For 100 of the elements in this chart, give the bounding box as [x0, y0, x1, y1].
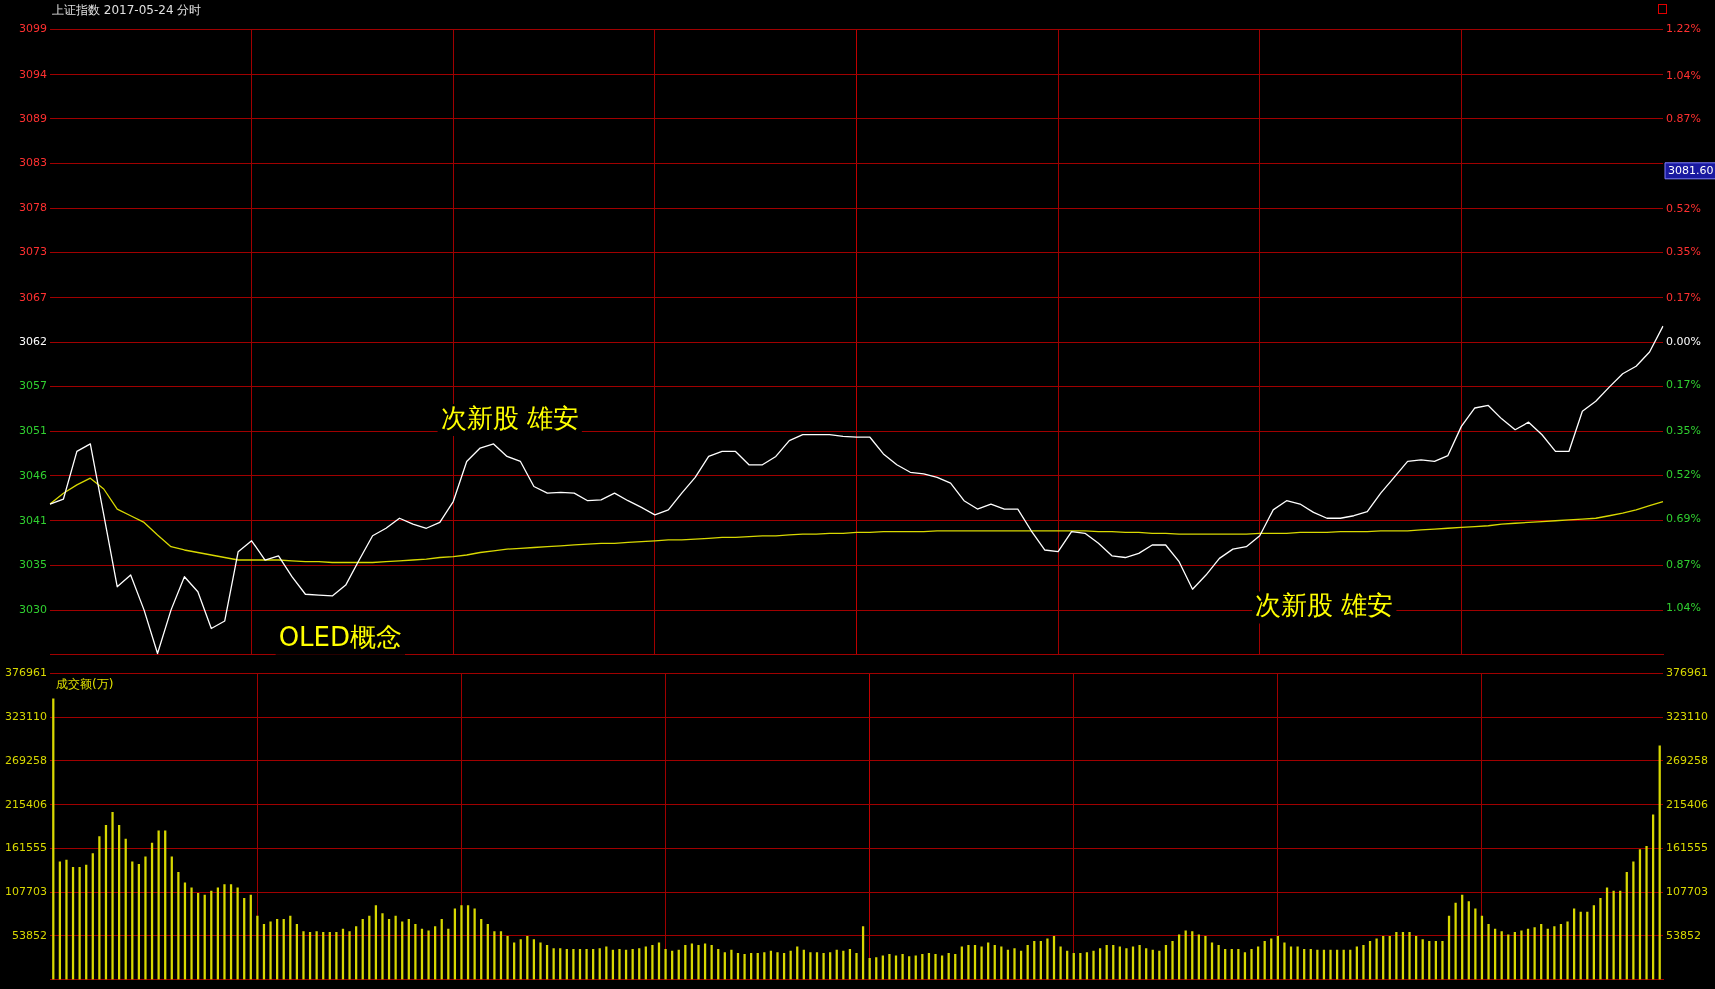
y2-tick-label: 53852 — [1666, 928, 1701, 942]
bar — [506, 936, 509, 980]
y2-tick-label: 323110 — [1666, 710, 1708, 724]
bar — [1217, 945, 1220, 980]
bar — [1046, 938, 1049, 980]
y-tick-label: 3035 — [19, 557, 47, 571]
bar — [1059, 946, 1062, 980]
y2-tick-label: 0.87% — [1666, 112, 1701, 126]
y2-tick-label: 0.52% — [1666, 201, 1701, 215]
y-tick-label: 3099 — [19, 22, 47, 36]
y2-tick-label: 376961 — [1666, 666, 1708, 680]
bar — [1632, 861, 1635, 980]
y-tick-label: 3051 — [19, 424, 47, 438]
y2-tick-label: 161555 — [1666, 841, 1708, 855]
bar — [934, 953, 937, 980]
bar — [190, 887, 193, 980]
bar — [1454, 902, 1457, 980]
bar — [223, 884, 226, 980]
bar — [776, 952, 779, 980]
y-tick-label: 161555 — [5, 841, 47, 855]
y2-tick-label: 0.52% — [1666, 468, 1701, 482]
bar — [967, 945, 970, 980]
bar — [730, 949, 733, 980]
y2-tick-label: 1.04% — [1666, 601, 1701, 615]
annotation: 次新股 雄安 — [1255, 590, 1394, 621]
annotation: OLED概念 — [278, 621, 403, 652]
bar — [1013, 948, 1016, 980]
y-tick-label: 3089 — [19, 111, 47, 125]
bar — [664, 949, 667, 980]
bar — [1520, 930, 1523, 980]
bar — [855, 953, 858, 980]
bar — [256, 915, 259, 980]
y-tick-label: 3078 — [19, 201, 47, 215]
bar — [460, 905, 463, 980]
bar — [269, 921, 272, 980]
bar — [111, 811, 114, 980]
y-tick-label: 215406 — [5, 797, 47, 811]
bar — [1250, 949, 1253, 980]
bar — [743, 953, 746, 980]
bar — [1362, 945, 1365, 980]
y-tick-label: 3067 — [19, 290, 47, 304]
y-tick-label: 323110 — [5, 710, 47, 724]
bar — [381, 913, 384, 980]
y2-tick-label: 107703 — [1666, 884, 1708, 898]
y-tick-label: 3041 — [19, 513, 47, 527]
bar — [1612, 890, 1615, 980]
y-tick-label: 107703 — [5, 884, 47, 898]
chart-title: 上证指数 2017-05-24 分时 — [52, 3, 202, 17]
bar — [1566, 921, 1569, 980]
bar — [427, 930, 430, 980]
y2-tick-label: 0.35% — [1666, 245, 1701, 259]
bar — [1138, 945, 1141, 980]
bar — [901, 953, 904, 980]
bar — [822, 953, 825, 980]
bar — [348, 931, 351, 980]
y-tick-label: 3057 — [19, 379, 47, 393]
y2-tick-label: 215406 — [1666, 797, 1708, 811]
bar — [539, 942, 542, 980]
bar — [1441, 940, 1444, 980]
text: 3081.60 — [1668, 163, 1714, 177]
bar — [1283, 942, 1286, 980]
bar — [1375, 938, 1378, 980]
bar — [809, 952, 812, 980]
y-tick-label: 3046 — [19, 468, 47, 482]
y-tick-label: 376961 — [5, 666, 47, 680]
chart-title: 成交额(万) — [56, 676, 114, 693]
y2-tick-label: 0.69% — [1666, 511, 1701, 525]
bar — [493, 931, 496, 980]
bar — [585, 949, 588, 980]
bar — [414, 923, 417, 980]
annotation: 次新股 雄安 — [440, 402, 579, 433]
y2-tick-label: 1.22% — [1666, 22, 1701, 36]
bar — [697, 945, 700, 980]
bar — [1171, 940, 1174, 980]
bar — [1599, 897, 1602, 980]
bar — [1533, 927, 1536, 980]
y-tick-label: 53852 — [12, 928, 47, 942]
y-tick-label: 3062 — [19, 334, 47, 348]
bar — [618, 949, 621, 980]
y-tick-label: 3030 — [19, 602, 47, 616]
y2-tick-label: 0.17% — [1666, 378, 1701, 392]
bar — [1487, 923, 1490, 980]
y2-tick-label: 269258 — [1666, 753, 1708, 767]
y-tick-label: 3083 — [19, 156, 47, 170]
bar — [144, 856, 147, 980]
bar — [177, 871, 180, 980]
y-tick-label: 269258 — [5, 753, 47, 767]
bar — [98, 836, 101, 980]
y2-tick-label: 0.17% — [1666, 291, 1701, 305]
bar — [1125, 948, 1128, 980]
bar — [980, 946, 983, 980]
y2-tick-label: 0.87% — [1666, 557, 1701, 571]
bar — [1329, 949, 1332, 980]
bar — [1296, 946, 1299, 980]
bar — [1408, 932, 1411, 980]
bar — [572, 949, 575, 980]
y2-tick-label: 0.35% — [1666, 424, 1701, 438]
bar — [65, 859, 68, 980]
bar — [302, 931, 305, 980]
bar — [888, 953, 891, 980]
